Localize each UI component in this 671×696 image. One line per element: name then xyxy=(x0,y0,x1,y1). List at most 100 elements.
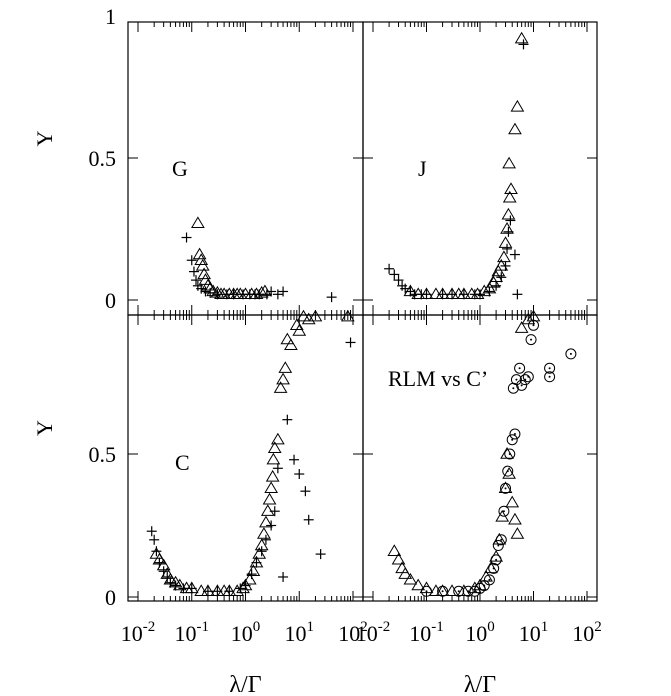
data-point-circle xyxy=(525,334,537,346)
data-point-triangle xyxy=(273,381,288,393)
panel-label-top-left: G xyxy=(172,156,188,181)
data-point-triangle xyxy=(429,584,443,596)
data-point-triangle xyxy=(510,527,525,539)
data-point-circle-dot xyxy=(457,590,460,593)
data-point-triangle xyxy=(435,584,450,596)
x-tick-label: 101 xyxy=(519,619,549,646)
data-point-triangle xyxy=(429,287,443,300)
data-point-circle-dot xyxy=(518,367,521,370)
data-point-triangle xyxy=(391,552,406,565)
data-point-triangle xyxy=(502,467,516,479)
data-point-circle xyxy=(498,505,510,517)
labels: G 0 0.5 1 Y J C 0 0.5 Y 10-2 10-1 100 101 102 λ/Γ RLM vs… xyxy=(32,4,602,696)
data-point-circle xyxy=(514,362,526,374)
y-axis-label: Y xyxy=(32,130,57,146)
data-point-circle xyxy=(506,434,518,446)
x-tick-label: 101 xyxy=(285,619,315,646)
x-tick-label: 10-1 xyxy=(175,619,210,646)
data-point-triangle xyxy=(477,284,492,297)
data-point-triangle xyxy=(501,207,516,220)
data-point-circle xyxy=(462,585,474,597)
x-tick-label: 10-2 xyxy=(121,619,156,646)
data-point-triangle xyxy=(260,504,275,516)
data-point-triangle xyxy=(270,432,285,445)
data-point-triangle xyxy=(497,250,511,263)
data-point-triangle xyxy=(296,309,311,322)
data-point-circle-dot xyxy=(520,384,523,387)
data-point-triangle xyxy=(411,578,426,591)
marks xyxy=(146,31,577,597)
data-point-circle-dot xyxy=(502,510,505,513)
panel-label-top-right: J xyxy=(418,156,427,181)
data-point-circle-dot xyxy=(511,438,514,441)
x-tick-label: 100 xyxy=(231,619,261,646)
x-axis-label: λ/Γ xyxy=(464,672,496,696)
data-point-triangle xyxy=(278,361,293,373)
data-point-triangle xyxy=(411,287,426,300)
data-point-triangle xyxy=(194,253,209,265)
data-point-circle-dot xyxy=(548,375,551,378)
data-point-circle-dot xyxy=(527,375,530,378)
data-point-triangle xyxy=(194,584,209,596)
data-point-circle xyxy=(492,540,504,552)
x-axis-label: λ/Γ xyxy=(229,672,261,696)
data-point-circle xyxy=(490,554,502,566)
x-tick-label: 100 xyxy=(465,619,495,646)
data-point-triangle xyxy=(246,564,261,576)
data-point-circle xyxy=(565,348,577,360)
data-point-circle-dot xyxy=(530,338,533,341)
data-point-circle-dot xyxy=(508,453,511,455)
data-point-circle-dot xyxy=(548,367,551,370)
data-point-triangle xyxy=(280,332,295,345)
data-point-triangle xyxy=(340,309,355,322)
data-point-circle-dot xyxy=(441,590,444,593)
data-point-triangle xyxy=(258,284,272,297)
data-point-triangle xyxy=(257,527,271,539)
x-tick-label: 102 xyxy=(572,619,602,646)
data-point-triangle xyxy=(502,156,516,169)
data-point-circle xyxy=(453,585,465,597)
data-point-triangle xyxy=(510,99,525,112)
data-point-circle-dot xyxy=(425,590,428,593)
data-point-triangle xyxy=(464,287,479,300)
data-point-triangle xyxy=(508,122,522,135)
data-point-triangle xyxy=(276,372,290,385)
data-point-triangle xyxy=(262,492,277,505)
y-tick-label: 0.5 xyxy=(89,146,117,171)
data-point-triangle xyxy=(491,264,506,277)
panel-frame-bottom-left xyxy=(127,314,364,602)
y-tick-label: 0 xyxy=(105,288,116,313)
y-tick-label: 0.5 xyxy=(89,442,117,467)
data-point-triangle xyxy=(457,584,471,596)
data-point-triangle xyxy=(502,190,517,203)
data-point-circle-dot xyxy=(506,470,509,473)
x-tick-label: 10-2 xyxy=(356,619,391,646)
y-tick-label: 1 xyxy=(105,4,116,29)
data-point-circle-dot xyxy=(532,324,535,327)
panel-frame-top-left xyxy=(127,21,364,316)
data-point-circle xyxy=(469,585,481,597)
data-point-circle xyxy=(421,585,432,597)
data-point-triangle xyxy=(267,441,282,453)
data-point-circle xyxy=(509,428,521,440)
data-point-circle-dot xyxy=(515,378,518,381)
data-point-circle-dot xyxy=(488,578,491,581)
data-point-triangle xyxy=(494,258,509,271)
data-point-triangle xyxy=(500,222,514,234)
data-point-circle xyxy=(528,319,539,331)
data-point-triangle xyxy=(505,495,520,508)
data-point-triangle xyxy=(504,182,518,194)
panel-label-bottom-right: RLM vs C’ xyxy=(388,366,488,391)
panel-label-bottom-left: C xyxy=(175,450,190,475)
data-point-circle xyxy=(516,379,528,391)
data-point-triangle xyxy=(192,247,207,260)
x-tick-label: 102 xyxy=(338,619,368,646)
data-point-triangle xyxy=(398,567,413,579)
data-point-triangle xyxy=(195,258,210,271)
y-tick-label: 0 xyxy=(105,585,116,610)
data-point-triangle xyxy=(265,469,280,482)
panels xyxy=(127,21,598,602)
data-point-triangle xyxy=(514,31,529,44)
data-point-circle xyxy=(522,371,534,383)
